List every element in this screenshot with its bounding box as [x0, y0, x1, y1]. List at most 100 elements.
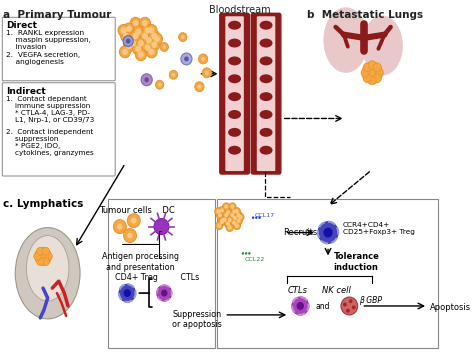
Circle shape: [179, 32, 187, 42]
Circle shape: [160, 43, 168, 52]
Circle shape: [238, 215, 242, 219]
Circle shape: [224, 220, 232, 228]
Circle shape: [152, 33, 163, 45]
Circle shape: [226, 224, 233, 232]
Circle shape: [117, 224, 123, 229]
Text: Antigen processing
and presentation: Antigen processing and presentation: [102, 252, 179, 272]
Circle shape: [181, 35, 184, 39]
Ellipse shape: [228, 110, 241, 119]
Circle shape: [118, 24, 129, 36]
Ellipse shape: [260, 128, 273, 137]
Text: Recruits: Recruits: [283, 228, 317, 237]
Circle shape: [127, 40, 133, 47]
Circle shape: [373, 74, 382, 83]
Circle shape: [157, 285, 172, 301]
Circle shape: [169, 70, 178, 79]
Circle shape: [142, 42, 153, 54]
Circle shape: [229, 211, 236, 219]
Circle shape: [126, 43, 132, 49]
Circle shape: [201, 57, 205, 61]
Ellipse shape: [228, 74, 241, 83]
Circle shape: [133, 20, 138, 26]
Circle shape: [352, 305, 356, 310]
Text: c. Lymphatics: c. Lymphatics: [3, 199, 83, 209]
Circle shape: [127, 214, 140, 228]
Circle shape: [35, 247, 51, 265]
Circle shape: [133, 33, 138, 40]
Circle shape: [341, 297, 358, 315]
Ellipse shape: [228, 146, 241, 155]
Circle shape: [135, 29, 141, 35]
Text: β GBP: β GBP: [358, 296, 382, 305]
Circle shape: [135, 46, 141, 52]
Circle shape: [195, 82, 204, 92]
Circle shape: [122, 49, 128, 55]
Ellipse shape: [260, 56, 273, 65]
Circle shape: [235, 209, 239, 214]
FancyBboxPatch shape: [108, 199, 215, 348]
Circle shape: [127, 233, 133, 239]
Circle shape: [218, 218, 226, 226]
Circle shape: [292, 297, 309, 315]
Text: CTLs: CTLs: [287, 286, 307, 295]
Circle shape: [226, 210, 230, 215]
Circle shape: [142, 24, 153, 36]
Text: CCL22: CCL22: [245, 257, 265, 262]
Circle shape: [215, 208, 222, 215]
Circle shape: [373, 63, 382, 72]
Circle shape: [245, 252, 247, 255]
Text: CD4+ Treg         CTLs: CD4+ Treg CTLs: [115, 273, 200, 282]
Text: 1.  Contact dependant
    immune suppression
    * CTLA-4, LAG-3, PD-
    L1, Nr: 1. Contact dependant immune suppression …: [6, 96, 94, 122]
Circle shape: [242, 252, 244, 255]
Circle shape: [163, 45, 166, 49]
Circle shape: [362, 62, 383, 84]
Circle shape: [297, 302, 304, 310]
FancyBboxPatch shape: [217, 199, 438, 348]
Circle shape: [151, 41, 157, 48]
Circle shape: [136, 37, 146, 49]
FancyBboxPatch shape: [2, 83, 115, 176]
Circle shape: [363, 74, 371, 83]
Circle shape: [237, 213, 241, 217]
Circle shape: [375, 68, 383, 77]
Circle shape: [219, 216, 227, 224]
Circle shape: [220, 220, 224, 224]
Circle shape: [221, 216, 228, 224]
Circle shape: [136, 49, 146, 61]
Ellipse shape: [228, 92, 241, 101]
Circle shape: [237, 219, 241, 223]
Circle shape: [222, 218, 227, 222]
Circle shape: [126, 38, 130, 43]
Circle shape: [142, 20, 148, 26]
Circle shape: [181, 53, 192, 65]
Circle shape: [216, 222, 223, 229]
Circle shape: [217, 211, 224, 219]
Circle shape: [221, 218, 225, 222]
Circle shape: [233, 208, 240, 215]
Circle shape: [223, 203, 230, 211]
Circle shape: [255, 216, 257, 219]
Circle shape: [323, 228, 333, 238]
Circle shape: [149, 30, 160, 42]
Circle shape: [119, 284, 136, 302]
Circle shape: [224, 205, 228, 209]
Circle shape: [318, 222, 338, 244]
Circle shape: [252, 216, 254, 219]
Circle shape: [248, 252, 251, 255]
Circle shape: [361, 68, 369, 77]
Circle shape: [42, 247, 49, 255]
Circle shape: [223, 211, 230, 219]
Circle shape: [184, 56, 189, 61]
Circle shape: [368, 76, 376, 85]
Circle shape: [145, 27, 151, 34]
Circle shape: [235, 217, 242, 225]
Circle shape: [226, 216, 233, 224]
Text: Direct: Direct: [6, 21, 37, 30]
Circle shape: [154, 36, 160, 42]
Circle shape: [224, 209, 232, 216]
Ellipse shape: [228, 38, 241, 48]
Circle shape: [130, 17, 141, 29]
Circle shape: [216, 209, 220, 214]
Circle shape: [119, 46, 130, 58]
Circle shape: [205, 71, 209, 75]
